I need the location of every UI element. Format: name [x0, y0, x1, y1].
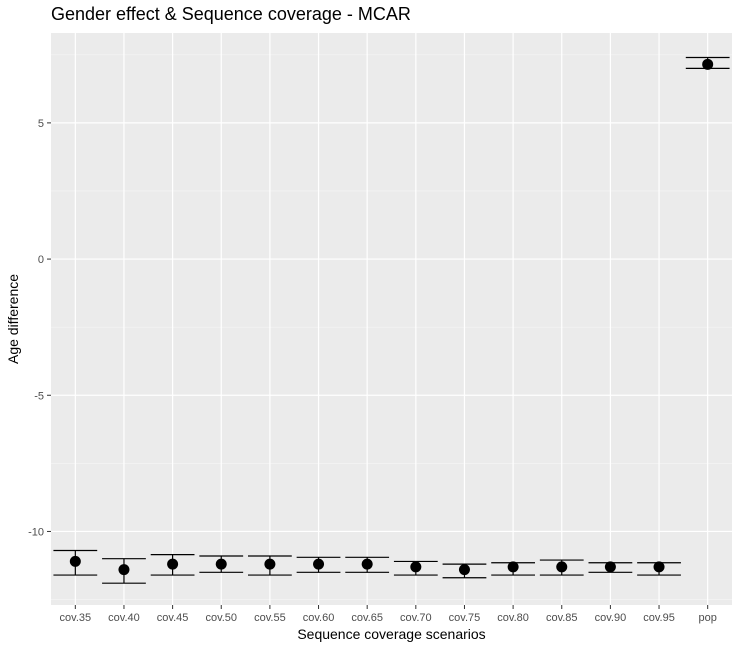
data-point [410, 561, 422, 573]
data-point [264, 558, 276, 570]
x-tick-label: cov.90 [595, 612, 627, 624]
data-point [556, 561, 568, 573]
x-tick-label: cov.60 [303, 612, 335, 624]
y-tick-label: 0 [38, 254, 44, 266]
major-gridlines [51, 33, 732, 605]
x-tick-label: cov.50 [205, 612, 237, 624]
x-tick-label: cov.70 [400, 612, 432, 624]
data-point [507, 561, 519, 573]
plot-panel [51, 33, 732, 605]
data-point [604, 561, 616, 573]
y-axis-title: Age difference [5, 273, 21, 365]
data-point [361, 558, 373, 570]
x-tick-label: cov.85 [546, 612, 578, 624]
data-points [69, 58, 714, 576]
data-point [653, 561, 665, 573]
x-axis-title: Sequence coverage scenarios [297, 626, 486, 642]
data-point [69, 555, 81, 567]
x-tick-label: cov.65 [351, 612, 383, 624]
x-tick-label: cov.95 [643, 612, 675, 624]
axis-ticks [47, 122, 709, 609]
data-point [458, 564, 470, 576]
data-point [167, 558, 179, 570]
x-tick-label: cov.80 [497, 612, 529, 624]
x-tick-label: cov.75 [449, 612, 481, 624]
chart-title: Gender effect & Sequence coverage - MCAR [51, 4, 411, 24]
data-point [215, 558, 227, 570]
y-tick-label: 5 [38, 118, 44, 130]
x-tick-label: cov.55 [254, 612, 286, 624]
x-tick-label: pop [698, 612, 716, 624]
data-point [702, 58, 714, 70]
data-point [313, 558, 325, 570]
x-tick-label: cov.40 [108, 612, 140, 624]
y-tick-label: -10 [28, 526, 44, 538]
y-tick-label: -5 [34, 390, 44, 402]
x-tick-label: cov.35 [60, 612, 92, 624]
x-tick-label: cov.45 [157, 612, 189, 624]
tick-labels: 5 0 -5 -10 cov.35 cov.40 cov.45 cov.50 cov.55 cov… [28, 118, 717, 624]
minor-gridlines [51, 54, 732, 600]
data-point [118, 564, 130, 576]
